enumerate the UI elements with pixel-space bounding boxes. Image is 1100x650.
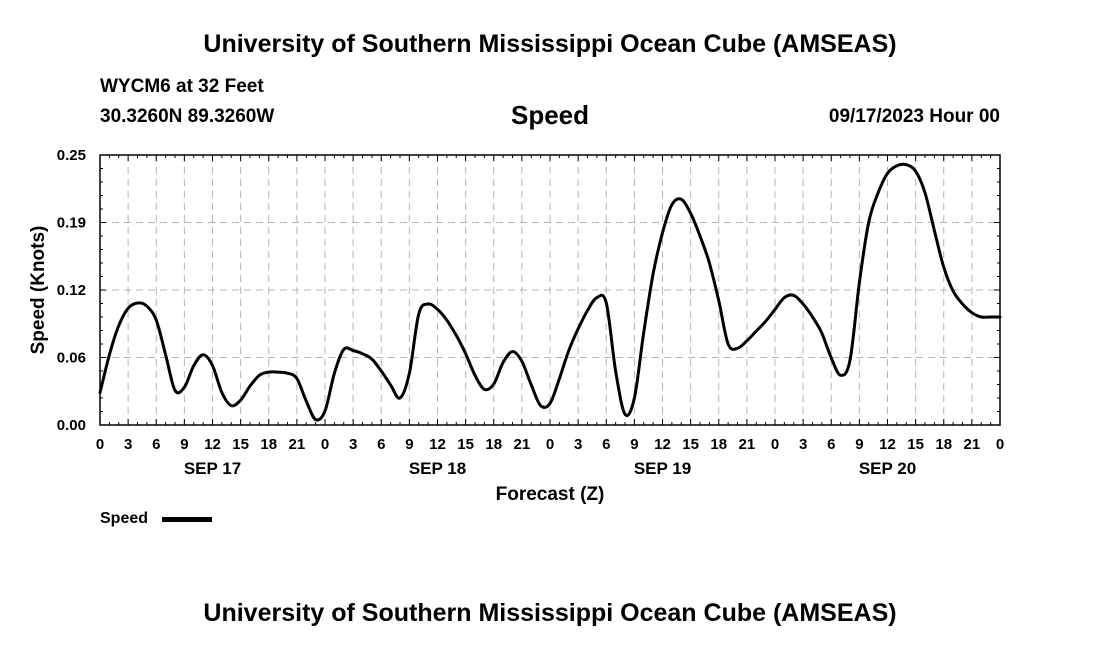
x-tick-label: 15	[907, 436, 924, 453]
legend-label: Speed	[100, 510, 149, 527]
x-tick-label: 21	[514, 436, 531, 453]
x-tick-label: 18	[260, 436, 277, 453]
x-tick-label: 9	[630, 436, 638, 453]
y-tick-label: 0.12	[57, 282, 86, 299]
y-tick-label: 0.19	[57, 215, 86, 232]
day-label: SEP 18	[409, 459, 466, 478]
day-label: SEP 19	[634, 459, 691, 478]
x-tick-label: 18	[485, 436, 502, 453]
x-tick-label: 21	[739, 436, 756, 453]
grid-lines	[100, 155, 1000, 425]
x-tick-label: 0	[321, 436, 329, 453]
x-tick-label: 21	[289, 436, 306, 453]
station-label: WYCM6 at 32 Feet	[100, 76, 264, 97]
series-layer	[98, 162, 1002, 422]
x-tick-label: 3	[799, 436, 807, 453]
forecast-datetime: 09/17/2023 Hour 00	[828, 106, 1000, 127]
x-tick-label: 0	[771, 436, 779, 453]
x-tick-label: 0	[546, 436, 554, 453]
day-label: SEP 20	[859, 459, 916, 478]
y-axis-label: Speed (Knots)	[28, 226, 49, 355]
speed-series-line	[98, 162, 1002, 422]
x-tick-label: 9	[180, 436, 188, 453]
y-tick-label: 0.00	[57, 417, 86, 434]
axis-labels: 0 3 6 9 12 15 18 21 0 3 6 9 12 15 18 21 0 3 6 9 12 15 18 21 0 3 6 9…	[57, 147, 1004, 478]
x-tick-label: 9	[405, 436, 413, 453]
x-tick-label: 12	[879, 436, 896, 453]
coordinates-label: 30.3260N 89.3260W	[100, 106, 275, 127]
x-tick-label: 3	[349, 436, 357, 453]
x-tick-label: 18	[710, 436, 727, 453]
x-tick-label: 3	[574, 436, 582, 453]
x-axis-label: Forecast (Z)	[496, 484, 605, 505]
y-tick-label: 0.06	[57, 350, 86, 367]
plot-frame	[99, 154, 1001, 426]
x-tick-label: 18	[935, 436, 952, 453]
legend-swatch	[162, 517, 212, 522]
footer-title: University of Southern Mississippi Ocean…	[203, 599, 897, 627]
x-tick-label: 15	[232, 436, 249, 453]
chart-title: University of Southern Mississippi Ocean…	[203, 30, 897, 58]
x-tick-label: 3	[124, 436, 132, 453]
x-tick-label: 6	[602, 436, 610, 453]
x-tick-label: 0	[96, 436, 104, 453]
x-tick-label: 12	[204, 436, 221, 453]
x-tick-label: 12	[429, 436, 446, 453]
x-tick-label: 21	[964, 436, 981, 453]
x-tick-label: 6	[152, 436, 160, 453]
variable-heading: Speed	[510, 100, 590, 130]
y-tick-label: 0.25	[57, 147, 86, 164]
x-tick-label: 15	[682, 436, 699, 453]
x-tick-label: 6	[377, 436, 385, 453]
x-tick-label: 12	[654, 436, 671, 453]
x-tick-label: 6	[827, 436, 835, 453]
x-tick-label: 9	[855, 436, 863, 453]
x-tick-label: 15	[457, 436, 474, 453]
x-tick-label: 0	[996, 436, 1004, 453]
day-label: SEP 17	[184, 459, 241, 478]
